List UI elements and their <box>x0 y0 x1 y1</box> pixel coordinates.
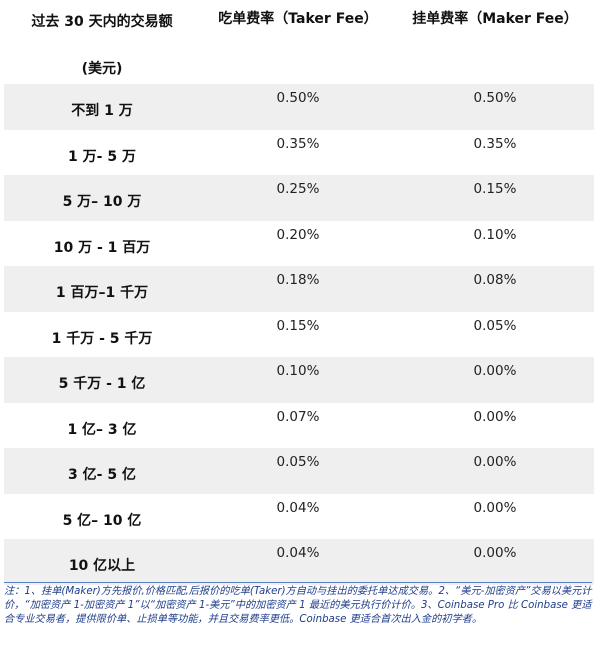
tier-label: 不到 1 万 <box>71 103 133 119</box>
tier-label: 5 千万 - 1 亿 <box>58 376 146 392</box>
maker-fee: 0.00% <box>473 408 517 425</box>
maker-fee: 0.35% <box>473 135 517 152</box>
header-volume-line2: (美元) <box>81 61 123 77</box>
taker-fee: 0.07% <box>276 408 320 425</box>
tier-label: 10 亿以上 <box>68 558 136 574</box>
tier-label: 10 万 - 1 百万 <box>53 239 151 256</box>
maker-fee: 0.50% <box>473 90 517 106</box>
header-maker: 挂单费率（Maker Fee） <box>412 11 578 27</box>
taker-fee: 0.18% <box>276 272 320 288</box>
table-row: 5 万– 10 万 0.25% 0.15% <box>4 175 594 221</box>
maker-fee: 0.05% <box>473 317 517 334</box>
taker-fee: 0.10% <box>276 363 320 379</box>
taker-fee: 0.04% <box>276 499 320 516</box>
footnote: 注：1、挂单(Maker)方先报价,价格匹配,后报价的吃单(Taker)方自动与… <box>4 582 592 627</box>
tier-label: 5 亿– 10 亿 <box>62 512 142 529</box>
table-row: 3 亿- 5 亿 0.05% 0.00% <box>4 448 594 494</box>
table-row: 1 万- 5 万 0.35% 0.35% <box>4 130 594 176</box>
table-row: 1 千万 - 5 千万 0.15% 0.05% <box>4 312 594 358</box>
table-row: 5 亿– 10 亿 0.04% 0.00% <box>4 494 594 540</box>
table-row: 10 万 - 1 百万 0.20% 0.10% <box>4 221 594 267</box>
table-header: 过去 30 天内的交易额 (美元) 吃单费率（Taker Fee） 挂单费率（M… <box>4 0 594 84</box>
tier-label: 5 万– 10 万 <box>62 194 142 210</box>
taker-fee: 0.35% <box>276 135 320 152</box>
table-row: 10 亿以上 0.04% 0.00% <box>4 539 594 585</box>
taker-fee: 0.50% <box>276 90 320 106</box>
maker-fee: 0.15% <box>473 181 517 197</box>
taker-fee: 0.20% <box>276 226 320 243</box>
fee-table: 过去 30 天内的交易额 (美元) 吃单费率（Taker Fee） 挂单费率（M… <box>4 0 594 585</box>
maker-fee: 0.00% <box>473 363 517 379</box>
header-taker: 吃单费率（Taker Fee） <box>218 11 378 27</box>
table-row: 不到 1 万 0.50% 0.50% <box>4 84 594 130</box>
table-row: 1 亿– 3 亿 0.07% 0.00% <box>4 403 594 449</box>
maker-fee: 0.00% <box>473 499 517 516</box>
tier-label: 1 万- 5 万 <box>68 148 136 165</box>
maker-fee: 0.00% <box>473 454 517 470</box>
maker-fee: 0.08% <box>473 272 517 288</box>
taker-fee: 0.05% <box>276 454 320 470</box>
tier-label: 1 百万–1 千万 <box>55 285 149 301</box>
taker-fee: 0.25% <box>276 181 320 197</box>
table-row: 1 百万–1 千万 0.18% 0.08% <box>4 266 594 312</box>
table-row: 5 千万 - 1 亿 0.10% 0.00% <box>4 357 594 403</box>
header-volume-line1: 过去 30 天内的交易额 <box>31 14 173 30</box>
tier-label: 1 亿– 3 亿 <box>67 421 137 438</box>
maker-fee: 0.00% <box>473 545 517 561</box>
tier-label: 3 亿- 5 亿 <box>68 467 136 483</box>
taker-fee: 0.04% <box>276 545 320 561</box>
maker-fee: 0.10% <box>473 226 517 243</box>
tier-label: 1 千万 - 5 千万 <box>51 330 153 347</box>
header-volume: 过去 30 天内的交易额 (美元) <box>4 0 200 84</box>
taker-fee: 0.15% <box>276 317 320 334</box>
